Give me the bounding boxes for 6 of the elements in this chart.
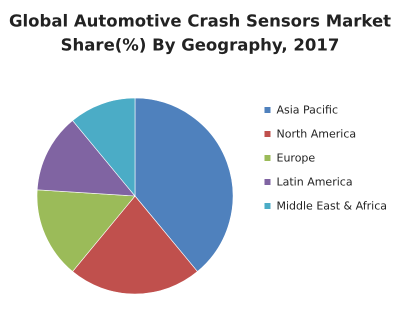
chart-title: Global Automotive Crash Sensors Market Share(%) By Geography, 2017 <box>8 12 392 54</box>
legend-label: Europe <box>276 152 316 164</box>
legend-label: Asia Pacific <box>276 104 338 116</box>
legend-label: North America <box>276 128 356 140</box>
legend-label: Latin America <box>276 176 353 188</box>
legend-label: Middle East & Africa <box>276 200 388 212</box>
